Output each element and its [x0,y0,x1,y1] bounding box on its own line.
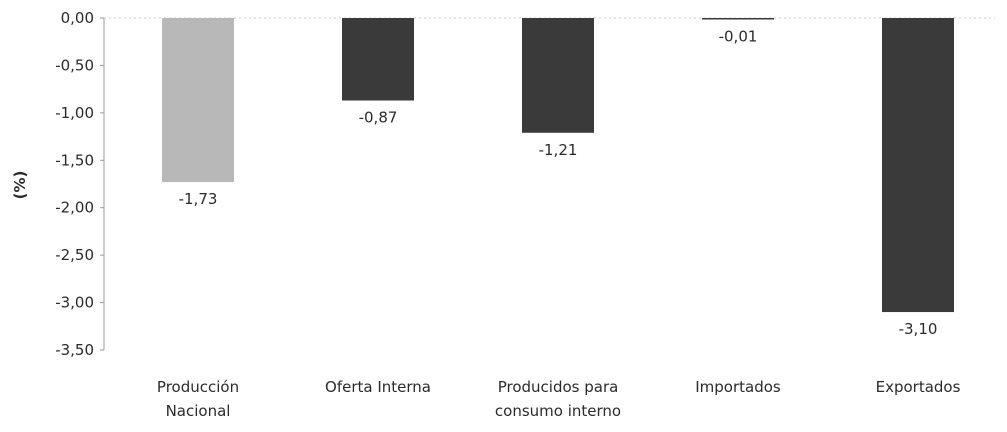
x-category-label: Importados [695,378,781,396]
data-label: -3,10 [899,320,938,338]
bar [882,18,954,313]
data-labels: -1,73 -0,87 -1,21 -0,01 -3,10 [179,28,938,339]
x-category-label: Producción Nacional [157,378,239,420]
y-tick-label: -2,00 [55,199,94,217]
bars [162,18,954,313]
y-tick-label: -3,50 [55,341,94,359]
y-tick-label: -1,00 [55,104,94,122]
x-axis: Producción Nacional Oferta Interna Producid… [157,378,961,420]
bar [702,18,774,20]
x-category-label-line: Nacional [166,402,231,420]
data-label: -0,87 [359,109,398,127]
x-category-label-line: Producción [157,378,239,396]
y-tick-label: -1,50 [55,151,94,169]
data-label: -0,01 [719,28,758,46]
y-tick-label: 0,00 [61,9,94,27]
data-label: -1,73 [179,190,218,208]
y-axis-title: (%) [11,171,29,200]
y-tick-label: -0,50 [55,56,94,74]
x-category-label-line: Producidos para [498,378,619,396]
bar [162,18,234,183]
bar [342,18,414,101]
x-category-label: Exportados [876,378,961,396]
data-label: -1,21 [539,141,578,159]
x-category-label-line: consumo interno [495,402,621,420]
x-category-label: Producidos para consumo interno [495,378,621,420]
x-category-label-line: Importados [695,378,781,396]
x-category-label-line: Exportados [876,378,961,396]
x-category-label-line: Oferta Interna [325,378,431,396]
y-tick-label: -2,50 [55,246,94,264]
x-category-label: Oferta Interna [325,378,431,396]
bar [522,18,594,133]
y-tick-label: -3,00 [55,294,94,312]
